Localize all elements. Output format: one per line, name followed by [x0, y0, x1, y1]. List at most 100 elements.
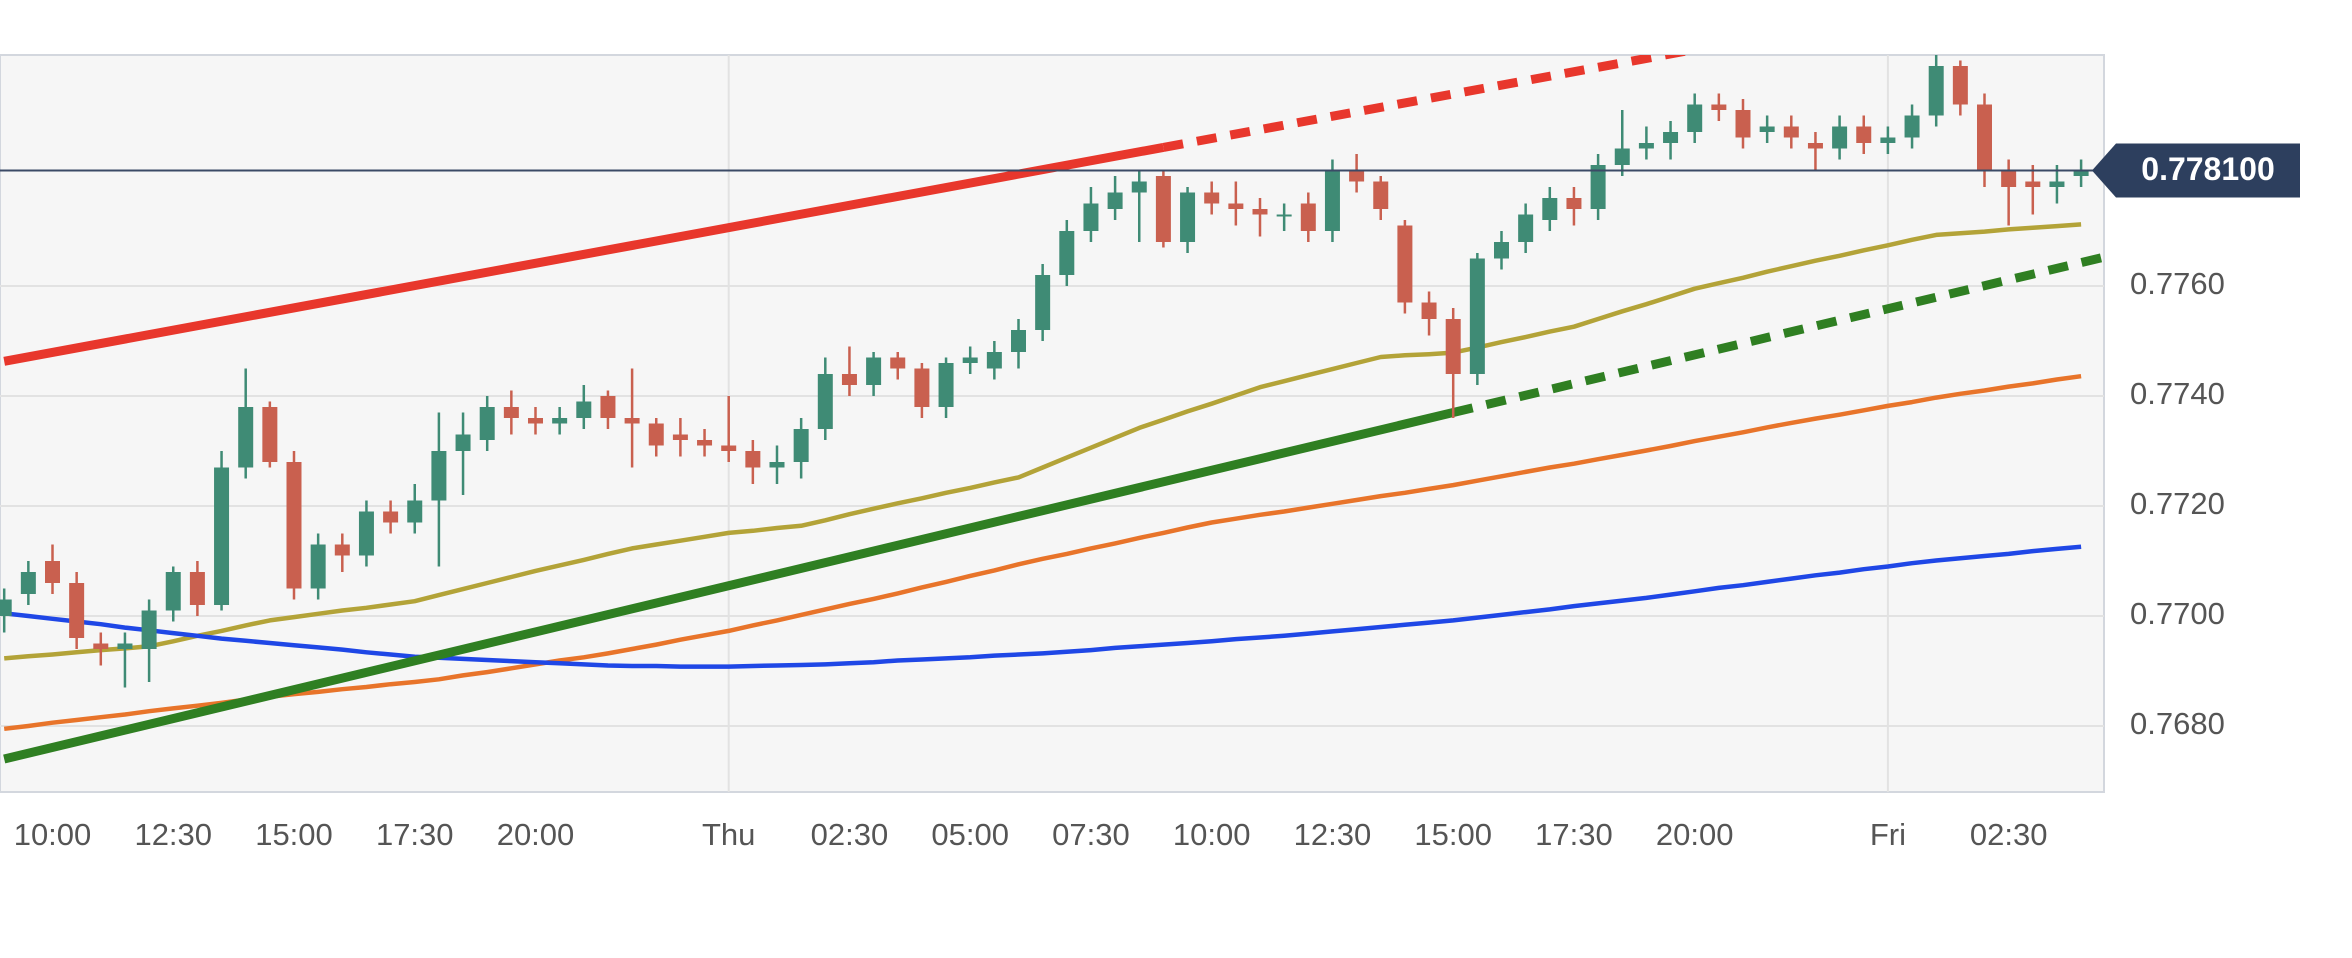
candle-body — [2073, 170, 2089, 176]
moving-average-line — [3, 222, 2082, 661]
candle-body — [1638, 143, 1654, 149]
candle-body — [1856, 126, 1872, 143]
candle-body — [407, 500, 423, 523]
candle-body — [2049, 181, 2065, 187]
last-price-label: 0.778100 — [2141, 151, 2274, 187]
candle-body — [1542, 198, 1558, 220]
x-tick-label: Thu — [702, 817, 755, 852]
candle-body — [1324, 170, 1340, 231]
candle-body — [1204, 192, 1220, 204]
candle-body — [793, 429, 809, 462]
candle-body — [310, 544, 326, 589]
y-tick-label: 0.7680 — [2130, 706, 2225, 741]
y-tick-label: 0.7760 — [2130, 266, 2225, 301]
candle-body — [262, 407, 278, 462]
trend-line — [1162, 55, 1690, 152]
x-tick-label: 10:00 — [14, 817, 92, 852]
candle-body — [1155, 176, 1171, 242]
x-tick-label: Fri — [1870, 817, 1906, 852]
candle-body — [503, 407, 519, 418]
candle-body — [1904, 115, 1920, 138]
candle-body — [1445, 319, 1461, 374]
candle-body — [600, 396, 616, 418]
candle-body — [479, 407, 495, 440]
candle-body — [938, 363, 954, 407]
candle-body — [334, 544, 350, 556]
plot-marks — [0, 55, 2104, 764]
candle-body — [817, 374, 833, 429]
candle-body — [1687, 104, 1703, 132]
candle-body — [45, 561, 60, 583]
candle-body — [1590, 165, 1606, 209]
y-tick-label: 0.7700 — [2130, 596, 2225, 631]
x-tick-label: 15:00 — [255, 817, 333, 852]
candle-body — [165, 572, 181, 611]
candle-body — [1131, 181, 1147, 193]
candle-body — [1397, 225, 1413, 303]
candle-body — [2025, 181, 2041, 187]
candle-body — [1011, 330, 1026, 352]
candle-body — [841, 374, 857, 385]
candle-body — [986, 352, 1002, 369]
candle-body — [1952, 66, 1968, 105]
x-tick-label: 17:30 — [376, 817, 454, 852]
candle-body — [1783, 126, 1799, 138]
candle-body — [1300, 203, 1316, 231]
candle-body — [93, 643, 109, 649]
candle-body — [189, 572, 205, 605]
candle-body — [1349, 170, 1365, 182]
candle-body — [1083, 203, 1099, 231]
x-tick-label: 05:00 — [931, 817, 1009, 852]
candle-body — [697, 440, 713, 446]
candle-body — [1977, 104, 1992, 171]
candle-body — [962, 357, 978, 363]
x-tick-label: 02:30 — [811, 817, 889, 852]
candle-body — [721, 445, 737, 451]
last-price-tag — [2092, 143, 2300, 198]
x-tick-label: 15:00 — [1414, 817, 1492, 852]
candle-body — [358, 511, 374, 556]
candle-body — [383, 511, 399, 523]
candle-body — [552, 418, 568, 424]
x-tick-label: 12:30 — [1294, 817, 1372, 852]
candle-body — [455, 434, 471, 451]
candle-body — [69, 583, 85, 638]
candle-body — [1059, 231, 1075, 275]
candle-body — [1566, 198, 1582, 209]
candle-body — [214, 467, 230, 605]
candle-body — [890, 357, 906, 369]
candle-body — [1252, 209, 1268, 215]
candle-body — [1663, 132, 1679, 143]
plot-area — [0, 54, 2105, 793]
candle-body — [431, 451, 447, 501]
candle-body — [648, 423, 664, 446]
candle-body — [2001, 170, 2017, 187]
x-tick-label: 20:00 — [497, 817, 575, 852]
x-tick-label: 02:30 — [1970, 817, 2048, 852]
candle-body — [1035, 275, 1051, 330]
candle-body — [745, 451, 761, 468]
candle-body — [141, 610, 157, 649]
candle-body — [1228, 203, 1244, 209]
candle-body — [1276, 214, 1292, 217]
candle-body — [1614, 148, 1630, 165]
candle-body — [1880, 137, 1896, 143]
trend-line — [3, 408, 1455, 764]
x-tick-label: 17:30 — [1535, 817, 1613, 852]
y-tick-label: 0.7740 — [2130, 376, 2225, 411]
candle-body — [1807, 143, 1823, 149]
candle-body — [528, 418, 543, 424]
trend-line — [1452, 252, 2104, 417]
candle-body — [1107, 192, 1123, 209]
candle-body — [624, 418, 640, 424]
candle-body — [1494, 242, 1509, 259]
candle-body — [20, 572, 36, 594]
candle-body — [1928, 66, 1944, 116]
axes: 0.7680 0.7700 0.7720 0.7740 0.7760 10:00 12:30… — [0, 143, 2300, 852]
candle-body — [1518, 214, 1534, 242]
candle-body — [238, 407, 254, 468]
candle-body — [1711, 104, 1727, 110]
candle-body — [1180, 192, 1196, 242]
